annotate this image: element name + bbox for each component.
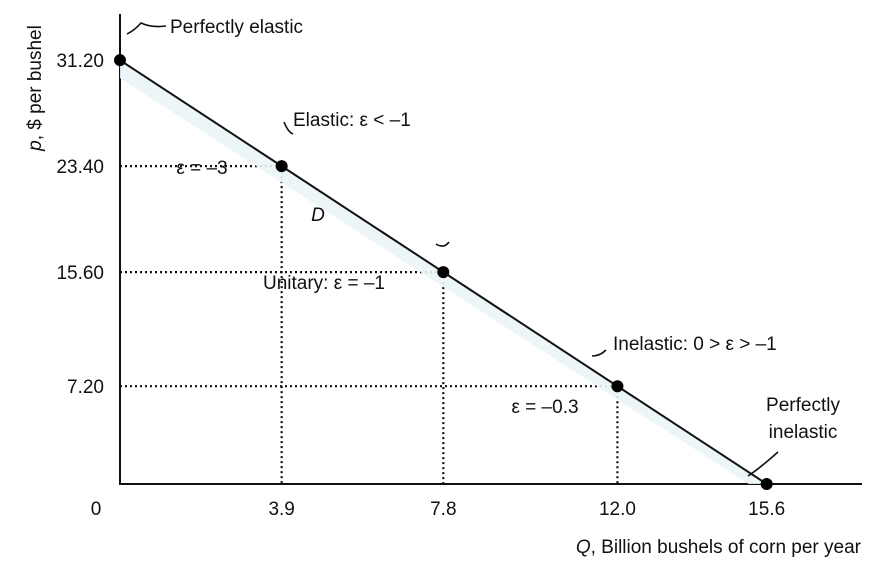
data-points — [114, 54, 773, 490]
data-point-0 — [114, 54, 126, 67]
x-tick-label-3: 15.6 — [748, 499, 785, 520]
elastic-label: Elastic: ε < –1 — [293, 110, 411, 131]
data-point-2 — [437, 266, 450, 279]
data-point-3 — [611, 380, 624, 393]
perfectly-elastic-leader — [126, 22, 167, 35]
demand-label: D — [311, 205, 325, 226]
inelastic-brace — [591, 349, 607, 357]
point-label-e3: ε = –3 — [176, 158, 227, 179]
data-point-1 — [275, 160, 288, 173]
data-point-4 — [760, 478, 773, 490]
perfectly-inelastic-label-2: inelastic — [769, 422, 838, 443]
origin-label: 0 — [91, 499, 102, 520]
y-tick-label-3: 7.20 — [67, 377, 104, 398]
x-tick-label-1: 7.8 — [430, 499, 456, 520]
perfectly-inelastic-leader — [747, 451, 779, 477]
y-tick-label-2: 15.60 — [56, 263, 104, 284]
point-label-e03: ε = –0.3 — [511, 397, 578, 418]
perfectly-inelastic-label-1: Perfectly — [766, 395, 840, 416]
x-tick-label-0: 3.9 — [268, 499, 294, 520]
x-tick-label-2: 12.0 — [599, 499, 636, 520]
y-tick-label-1: 23.40 — [56, 157, 104, 178]
tick-labels: 3.9 7.8 12.0 15.6 31.20 23.40 15.60 7.20 — [56, 51, 785, 520]
unitary-brace — [435, 241, 450, 247]
point-label-unitary: Unitary: ε = –1 — [263, 273, 385, 294]
x-axis-label: Q, Billion bushels of corn per year — [576, 537, 862, 558]
guide-lines — [120, 165, 619, 484]
perfectly-elastic-label: Perfectly elastic — [170, 17, 303, 38]
inelastic-label: Inelastic: 0 > ε > –1 — [613, 334, 777, 355]
y-tick-label-0: 31.20 — [56, 51, 104, 72]
elastic-brace — [283, 121, 294, 135]
y-axis-label: p, $ per bushel — [25, 25, 46, 152]
